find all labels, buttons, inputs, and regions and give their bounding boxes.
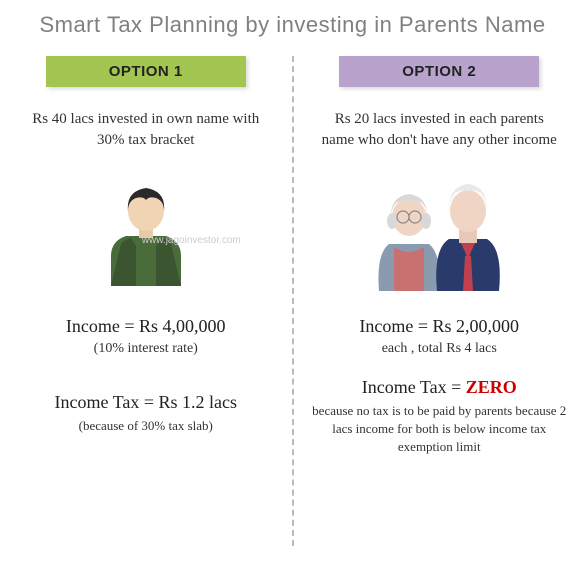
option-2-header: OPTION 2 <box>339 56 539 87</box>
option-2-tax: Income Tax = ZERO <box>309 377 571 398</box>
option-2-tax-block: Income Tax = ZERO because no tax is to b… <box>309 377 571 457</box>
option-2-income: Income = Rs 2,00,000 <box>359 316 519 337</box>
option-1-income: Income = Rs 4,00,000 <box>66 316 226 337</box>
option-1-tax: Income Tax = Rs 1.2 lacs <box>54 392 237 413</box>
option-1-desc: Rs 40 lacs invested in own name with 30%… <box>26 109 266 151</box>
option-1-icon: www.jagoinvestor.com <box>101 171 191 291</box>
option-2-income-sub: each , total Rs 4 lacs <box>382 341 497 357</box>
columns-container: OPTION 1 Rs 40 lacs invested in own name… <box>0 56 585 556</box>
option-2-desc: Rs 20 lacs invested in each parents name… <box>319 109 559 151</box>
elderly-couple-icon <box>369 171 509 291</box>
option-1-tax-block: Income Tax = Rs 1.2 lacs (because of 30%… <box>54 392 237 435</box>
option-1-tax-sub: (because of 30% tax slab) <box>54 417 237 435</box>
watermark: www.jagoinvestor.com <box>142 235 241 246</box>
option-2-tax-zero: ZERO <box>466 377 517 397</box>
option-1-column: OPTION 1 Rs 40 lacs invested in own name… <box>0 56 292 556</box>
option-2-tax-sub: because no tax is to be paid by parents … <box>309 402 571 457</box>
option-2-column: OPTION 2 Rs 20 lacs invested in each par… <box>294 56 585 556</box>
option-1-header: OPTION 1 <box>46 56 246 87</box>
option-2-icon <box>369 171 509 291</box>
young-man-icon <box>101 176 191 286</box>
option-2-tax-prefix: Income Tax = <box>362 377 466 397</box>
option-1-income-sub: (10% interest rate) <box>94 341 198 357</box>
page-title: Smart Tax Planning by investing in Paren… <box>0 0 585 56</box>
